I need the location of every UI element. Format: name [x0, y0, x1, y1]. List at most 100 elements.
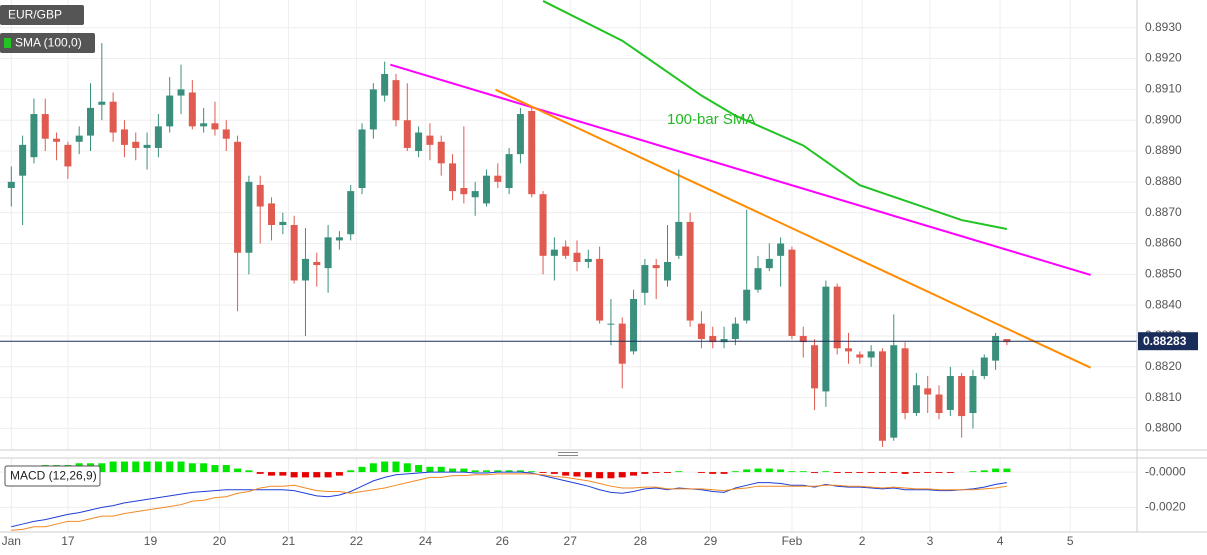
histogram-bar	[177, 461, 185, 473]
macd-line	[11, 473, 1007, 531]
histogram-bar	[516, 470, 524, 473]
histogram-bar	[381, 461, 389, 473]
histogram-bar	[573, 472, 581, 477]
histogram-bar	[449, 468, 457, 473]
x-tick-label: 28	[634, 534, 648, 548]
candle-body	[709, 335, 717, 343]
histogram-bar	[188, 463, 196, 473]
x-tick-label: 29	[704, 534, 718, 548]
histogram-bar	[200, 463, 208, 473]
histogram-bar	[731, 471, 739, 473]
histogram-bar	[663, 472, 671, 473]
histogram-bar	[347, 470, 355, 473]
x-tick-label: 22	[350, 534, 364, 548]
y-tick-label: 0.8800	[1145, 421, 1182, 435]
candle-body	[641, 265, 649, 293]
histogram-bar	[777, 469, 785, 473]
histogram-bar	[765, 468, 773, 473]
candle-body	[878, 351, 886, 441]
histogram-bar	[867, 472, 875, 473]
y-tick-label: -0.0020	[1145, 500, 1186, 514]
histogram-bar	[369, 463, 377, 473]
x-tick-label: 27	[564, 534, 578, 548]
candle-body	[245, 181, 253, 253]
histogram-bar	[607, 472, 615, 479]
histogram-bar	[471, 470, 479, 473]
histogram-bar	[822, 471, 830, 473]
macd-line	[11, 471, 1007, 528]
x-tick-label: 24	[419, 534, 433, 548]
candle-body	[573, 252, 581, 262]
candle-body	[358, 129, 366, 189]
candle-body	[234, 141, 242, 253]
candle-body	[426, 135, 434, 145]
candle-body	[516, 114, 524, 155]
histogram-bar	[234, 468, 242, 473]
y-tick-label: 0.8890	[1145, 143, 1182, 157]
candle-body	[87, 107, 95, 136]
candle-body	[494, 175, 502, 182]
histogram-bar	[132, 461, 140, 473]
histogram-bar	[154, 461, 162, 473]
candle-body	[1003, 339, 1011, 343]
x-tick-label: 26	[496, 534, 510, 548]
candle-body	[833, 286, 841, 349]
candle-body	[539, 194, 547, 256]
candle-body	[109, 101, 117, 133]
candle-body	[731, 323, 739, 340]
candle-body	[935, 394, 943, 414]
candle-body	[980, 357, 988, 377]
histogram-bar	[256, 472, 264, 474]
candle-body	[369, 89, 377, 130]
histogram-bar	[720, 472, 728, 474]
histogram-bar	[562, 472, 570, 476]
candle-body	[663, 261, 671, 281]
histogram-bar	[505, 470, 513, 473]
histogram-bar	[980, 470, 988, 473]
x-tick-label: Jan	[2, 534, 21, 548]
macd-legend-box	[4, 465, 101, 487]
sma-legend-box	[0, 33, 95, 53]
candle-body	[449, 163, 457, 192]
candle-body	[743, 289, 751, 321]
histogram-bar	[788, 471, 796, 473]
y-tick-label: 0.8850	[1145, 266, 1182, 280]
histogram-bar	[697, 472, 705, 473]
candle-body	[845, 348, 853, 352]
histogram-bar	[652, 472, 660, 473]
histogram-bar	[596, 472, 604, 479]
candle-body	[98, 101, 106, 105]
histogram-bar	[313, 472, 321, 478]
last-price-box	[1138, 332, 1198, 351]
histogram-bar	[279, 472, 287, 476]
candle-body	[867, 351, 875, 358]
y-tick-label: 0.8900	[1145, 112, 1182, 126]
histogram-bar	[641, 472, 649, 474]
histogram-bar	[946, 472, 954, 473]
x-tick-label: 5	[1067, 534, 1074, 548]
candle-body	[41, 114, 49, 139]
candle-body	[313, 261, 321, 266]
candle-body	[256, 184, 264, 207]
y-tick-label: 0.8810	[1145, 390, 1182, 404]
histogram-bar	[969, 471, 977, 473]
histogram-bar	[482, 470, 490, 473]
x-tick-label: 17	[61, 534, 75, 548]
candle-body	[754, 268, 762, 290]
histogram-bar	[618, 472, 626, 478]
histogram-bar	[856, 472, 864, 473]
histogram-bar	[403, 463, 411, 473]
histogram-bar	[460, 468, 468, 473]
histogram-bar	[494, 470, 502, 473]
histogram-bar	[878, 472, 886, 473]
resize-handle[interactable]	[558, 452, 578, 456]
candle-body	[347, 191, 355, 235]
candle-body	[652, 265, 660, 269]
histogram-bar	[924, 472, 932, 473]
candle-body	[143, 144, 151, 148]
x-tick-label: 3	[927, 534, 934, 548]
histogram-bar	[143, 461, 151, 473]
candle-body	[392, 80, 400, 121]
y-tick-label: 0.8870	[1145, 205, 1182, 219]
candle-body	[222, 129, 230, 139]
